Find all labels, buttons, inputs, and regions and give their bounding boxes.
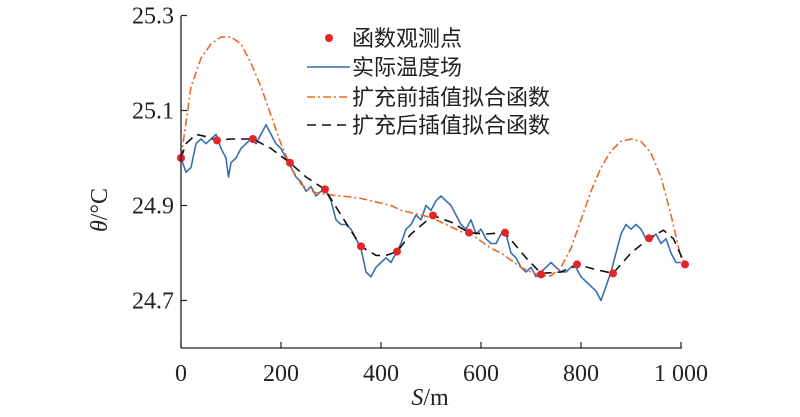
legend-label-observation: 函数观测点 xyxy=(352,27,462,52)
x-tick-label: 600 xyxy=(463,361,499,387)
plot-area xyxy=(177,36,689,302)
axis-ticks: 0 200 400 600 800 1 000 24.7 24.9 25.1 25.3 xyxy=(132,4,708,388)
observation-point xyxy=(501,228,509,237)
series-line-dashed xyxy=(180,133,686,275)
observation-point xyxy=(645,234,653,243)
observation-point xyxy=(213,136,221,145)
series-line-dashdot xyxy=(180,36,686,277)
x-axis-label: S/m xyxy=(411,385,449,411)
observation-point xyxy=(573,260,581,269)
y-tick-label: 24.7 xyxy=(132,289,174,315)
legend-label-actual: 实际温度场 xyxy=(352,56,462,81)
x-axis-label-symbol: S xyxy=(411,385,423,411)
x-tick-label: 800 xyxy=(563,361,599,387)
observation-point xyxy=(286,158,294,167)
legend-label-before: 扩充前插值拟合函数 xyxy=(352,86,550,111)
y-tick-label: 25.3 xyxy=(132,4,174,30)
x-tick-label: 1 000 xyxy=(654,361,708,387)
legend: 函数观测点 实际温度场 扩充前插值拟合函数 扩充后插值拟合函数 xyxy=(307,27,550,139)
x-axis-label-unit: /m xyxy=(423,385,449,411)
observation-point xyxy=(537,270,545,279)
y-axis-label-unit: /°C xyxy=(87,188,113,220)
x-tick-label: 400 xyxy=(363,361,399,387)
observation-point xyxy=(429,211,437,220)
observation-point xyxy=(465,228,473,237)
x-tick-label: 200 xyxy=(263,361,299,387)
legend-marker-observation xyxy=(325,34,333,42)
series-line-solid xyxy=(180,124,681,302)
observation-point xyxy=(681,260,689,269)
y-tick-label: 24.9 xyxy=(132,194,174,220)
y-axis-label-symbol: θ xyxy=(87,220,113,232)
observation-point xyxy=(357,242,365,251)
legend-label-after: 扩充后插值拟合函数 xyxy=(352,114,550,139)
observation-point xyxy=(321,185,329,194)
observation-point xyxy=(249,135,257,143)
y-tick-label: 25.1 xyxy=(132,99,174,125)
observation-point xyxy=(609,269,617,278)
x-tick-label: 0 xyxy=(175,361,187,387)
observation-point xyxy=(393,247,401,256)
y-axis-label: θ/°C xyxy=(87,188,113,232)
